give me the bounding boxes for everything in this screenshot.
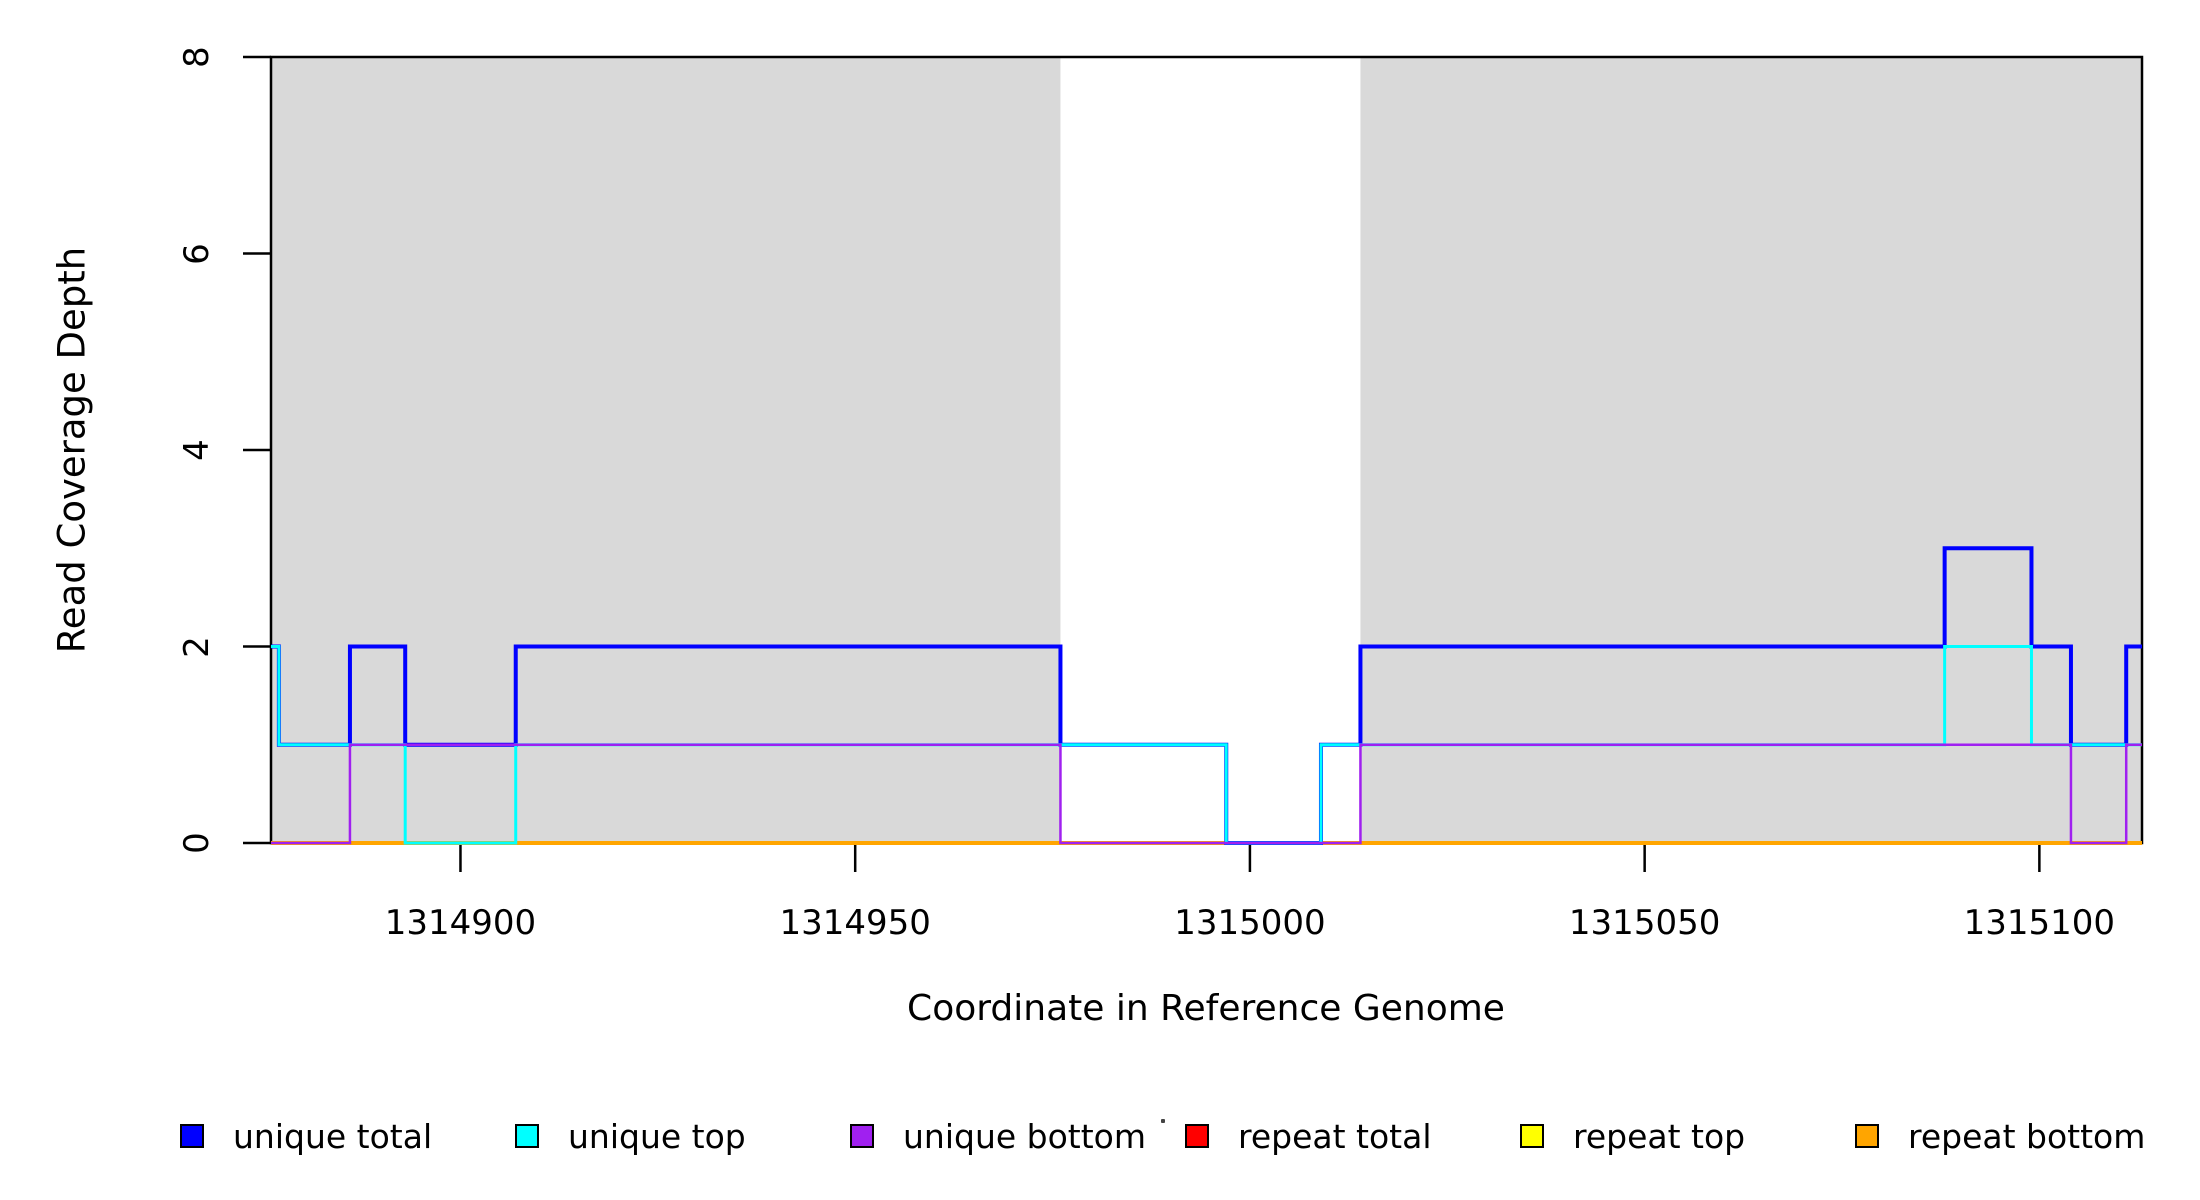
y-axis-title: Read Coverage Depth	[50, 246, 94, 654]
legend-item-unique-top: unique top	[515, 1116, 746, 1156]
x-axis-title: Coordinate in Reference Genome	[907, 988, 1505, 1029]
series-line-unique-top	[271, 645, 2142, 845]
y-tick-label: 6	[177, 242, 217, 265]
shaded-region	[1360, 57, 2142, 843]
legend-swatch-unique-total-icon	[180, 1124, 204, 1148]
shaded-region	[271, 57, 1061, 843]
legend-swatch-repeat-total-icon	[1185, 1124, 1209, 1148]
legend-item-repeat-total: repeat total	[1185, 1116, 1432, 1156]
x-tick-label: 1314950	[779, 903, 931, 943]
y-tick-label: 8	[177, 46, 217, 68]
x-tick-label: 1315000	[1174, 903, 1326, 943]
legend-item-repeat-top: repeat top	[1520, 1116, 1746, 1156]
series-line-unique-bottom	[271, 743, 2142, 845]
x-tick-label: 1315100	[1963, 903, 2116, 943]
legend-item-repeat-bottom: repeat bottom	[1855, 1116, 2146, 1156]
legend-item-unique-total: unique total	[180, 1116, 433, 1156]
legend-label: repeat total	[1238, 1116, 1432, 1156]
legend-label: unique bottom	[903, 1116, 1147, 1156]
legend-label: unique total	[233, 1116, 433, 1156]
y-tick-label: 2	[177, 635, 217, 658]
legend-swatch-unique-bottom-icon	[850, 1124, 874, 1148]
legend-label: repeat top	[1573, 1116, 1746, 1156]
y-tick-label: 0	[177, 832, 217, 854]
x-tick-label: 1314900	[384, 903, 537, 943]
stray-dot	[1161, 1119, 1165, 1123]
y-tick-label: 4	[177, 439, 217, 461]
legend-item-unique-bottom: unique bottom	[850, 1116, 1147, 1156]
x-tick-label: 1315050	[1568, 903, 1721, 943]
legend-label: repeat bottom	[1908, 1116, 2146, 1156]
legend-label: unique top	[568, 1116, 746, 1156]
legend-swatch-unique-top-icon	[515, 1124, 539, 1148]
legend-swatch-repeat-top-icon	[1520, 1124, 1544, 1148]
legend-swatch-repeat-bottom-icon	[1855, 1124, 1879, 1148]
